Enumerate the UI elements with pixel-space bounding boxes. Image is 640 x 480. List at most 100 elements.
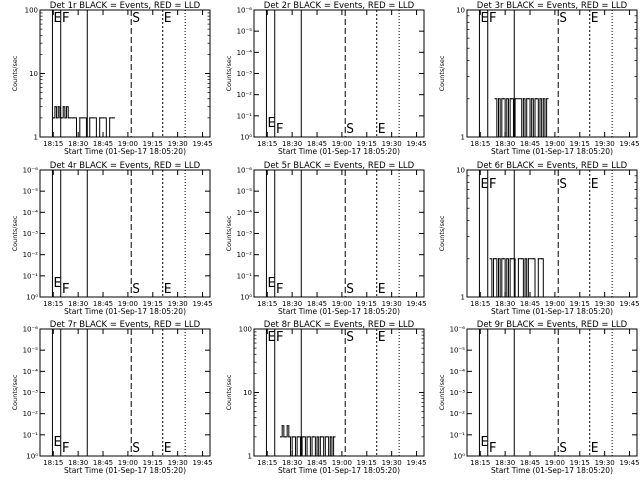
data-point xyxy=(504,136,506,138)
data-point xyxy=(329,436,331,438)
x-tick-label: 19:45 xyxy=(406,459,426,467)
data-point xyxy=(59,117,61,119)
data-point xyxy=(331,455,333,457)
y-tick-label: 10⁻¹ xyxy=(23,272,39,280)
x-axis-label: Start Time (01-Sep-17 18:05:20) xyxy=(64,466,186,475)
x-axis-label: Start Time (01-Sep-17 18:05:20) xyxy=(491,307,613,316)
data-point xyxy=(314,455,316,457)
data-point xyxy=(311,436,313,438)
x-tick-label: 19:15 xyxy=(143,459,163,467)
x-tick-label: 18:45 xyxy=(520,300,540,308)
x-tick-label: 18:45 xyxy=(520,459,540,467)
data-point xyxy=(284,436,287,438)
data-point xyxy=(494,258,496,260)
x-tick-label: 19:15 xyxy=(143,140,163,148)
x-tick-label: 18:15 xyxy=(43,300,63,308)
x-tick-label: 19:15 xyxy=(570,459,590,467)
data-point xyxy=(502,258,505,260)
event-marker: E xyxy=(378,122,386,137)
detector-panel-6: Det 6r BLACK = Events, RED = LLD Counts/s… xyxy=(438,161,640,316)
y-tick-label: 1 xyxy=(461,294,465,302)
data-point xyxy=(504,296,506,298)
x-tick-label: 18:30 xyxy=(68,459,88,467)
data-point xyxy=(69,117,71,119)
x-axis-label: Start Time (01-Sep-17 18:05:20) xyxy=(278,147,400,156)
data-point xyxy=(537,258,539,260)
data-point xyxy=(496,136,498,138)
y-tick-label: 10⁻⁴ xyxy=(237,209,253,217)
data-point xyxy=(502,98,505,100)
x-tick-label: 19:15 xyxy=(357,140,377,148)
event-marker: E xyxy=(378,330,386,345)
y-tick-label: 1 xyxy=(34,134,38,142)
data-point xyxy=(537,136,539,138)
event-marker: F xyxy=(489,441,497,456)
events-series xyxy=(495,98,549,138)
data-point xyxy=(306,436,308,438)
panel-title: Det 5r BLACK = Events, RED = LLD xyxy=(264,161,415,171)
y-tick-label: 10⁻⁶ xyxy=(23,167,39,175)
x-tick-label: 19:30 xyxy=(168,300,188,308)
event-marker: E xyxy=(591,177,599,192)
detector-panel-3: Det 3r BLACK = Events, RED = LLD Counts/s… xyxy=(438,1,640,156)
data-point xyxy=(542,98,544,100)
data-point xyxy=(544,136,546,138)
data-point xyxy=(324,436,326,438)
data-point xyxy=(67,117,69,119)
data-point xyxy=(507,136,510,138)
y-tick-label: 10 xyxy=(29,70,38,78)
x-tick-label: 19:30 xyxy=(595,459,615,467)
data-point xyxy=(92,117,94,119)
data-point xyxy=(526,296,528,298)
x-tick-label: 18:15 xyxy=(257,459,277,467)
data-point xyxy=(72,117,74,119)
data-point xyxy=(75,136,78,138)
y-tick-label: 10⁻² xyxy=(237,251,253,259)
x-tick-label: 19:45 xyxy=(406,140,426,148)
data-point xyxy=(497,98,500,100)
data-point xyxy=(497,258,500,260)
x-axis-label: Start Time (01-Sep-17 18:05:20) xyxy=(491,466,613,475)
panel-title: Det 3r BLACK = Events, RED = LLD xyxy=(477,1,628,11)
event-marker: F xyxy=(276,282,284,297)
detector-panel-2: Det 2r BLACK = Events, RED = LLD Counts/s… xyxy=(225,1,427,156)
x-tick-label: 19:00 xyxy=(118,459,138,467)
x-axis-label: Start Time (01-Sep-17 18:05:20) xyxy=(278,307,400,316)
y-tick-label: 10⁻³ xyxy=(237,70,253,78)
x-tick-label: 18:15 xyxy=(43,140,63,148)
data-point xyxy=(506,258,508,260)
x-tick-label: 19:45 xyxy=(406,300,426,308)
y-tick-label: 10⁻² xyxy=(450,410,466,418)
data-point xyxy=(326,436,328,438)
x-tick-label: 19:45 xyxy=(619,140,639,148)
data-point xyxy=(496,296,498,298)
x-tick-label: 19:45 xyxy=(619,459,639,467)
x-tick-label: 19:15 xyxy=(357,300,377,308)
event-marker: S xyxy=(346,122,354,137)
data-point xyxy=(304,455,307,457)
event-marker: E xyxy=(267,116,275,131)
data-point xyxy=(531,98,533,100)
data-point xyxy=(323,455,325,457)
x-tick-label: 19:30 xyxy=(595,140,615,148)
detector-panel-4: Det 4r BLACK = Events, RED = LLD Counts/s… xyxy=(11,161,213,316)
data-point xyxy=(501,98,503,100)
event-marker: E xyxy=(480,177,488,192)
y-tick-label: 10⁻⁵ xyxy=(23,188,39,196)
y-tick-label: 10⁰ xyxy=(240,294,252,302)
data-point xyxy=(321,436,323,438)
data-point xyxy=(539,98,541,100)
data-point xyxy=(288,436,290,438)
y-tick-label: 10⁻² xyxy=(23,251,39,259)
data-point xyxy=(99,117,101,119)
y-tick-label: 1 xyxy=(248,453,252,461)
data-point xyxy=(328,455,330,457)
event-marker: S xyxy=(132,11,140,26)
data-point xyxy=(64,117,66,119)
data-point xyxy=(52,117,54,119)
event-marker: E xyxy=(164,282,172,297)
data-point xyxy=(279,436,282,438)
event-marker: E xyxy=(591,11,599,26)
data-point xyxy=(309,455,311,457)
